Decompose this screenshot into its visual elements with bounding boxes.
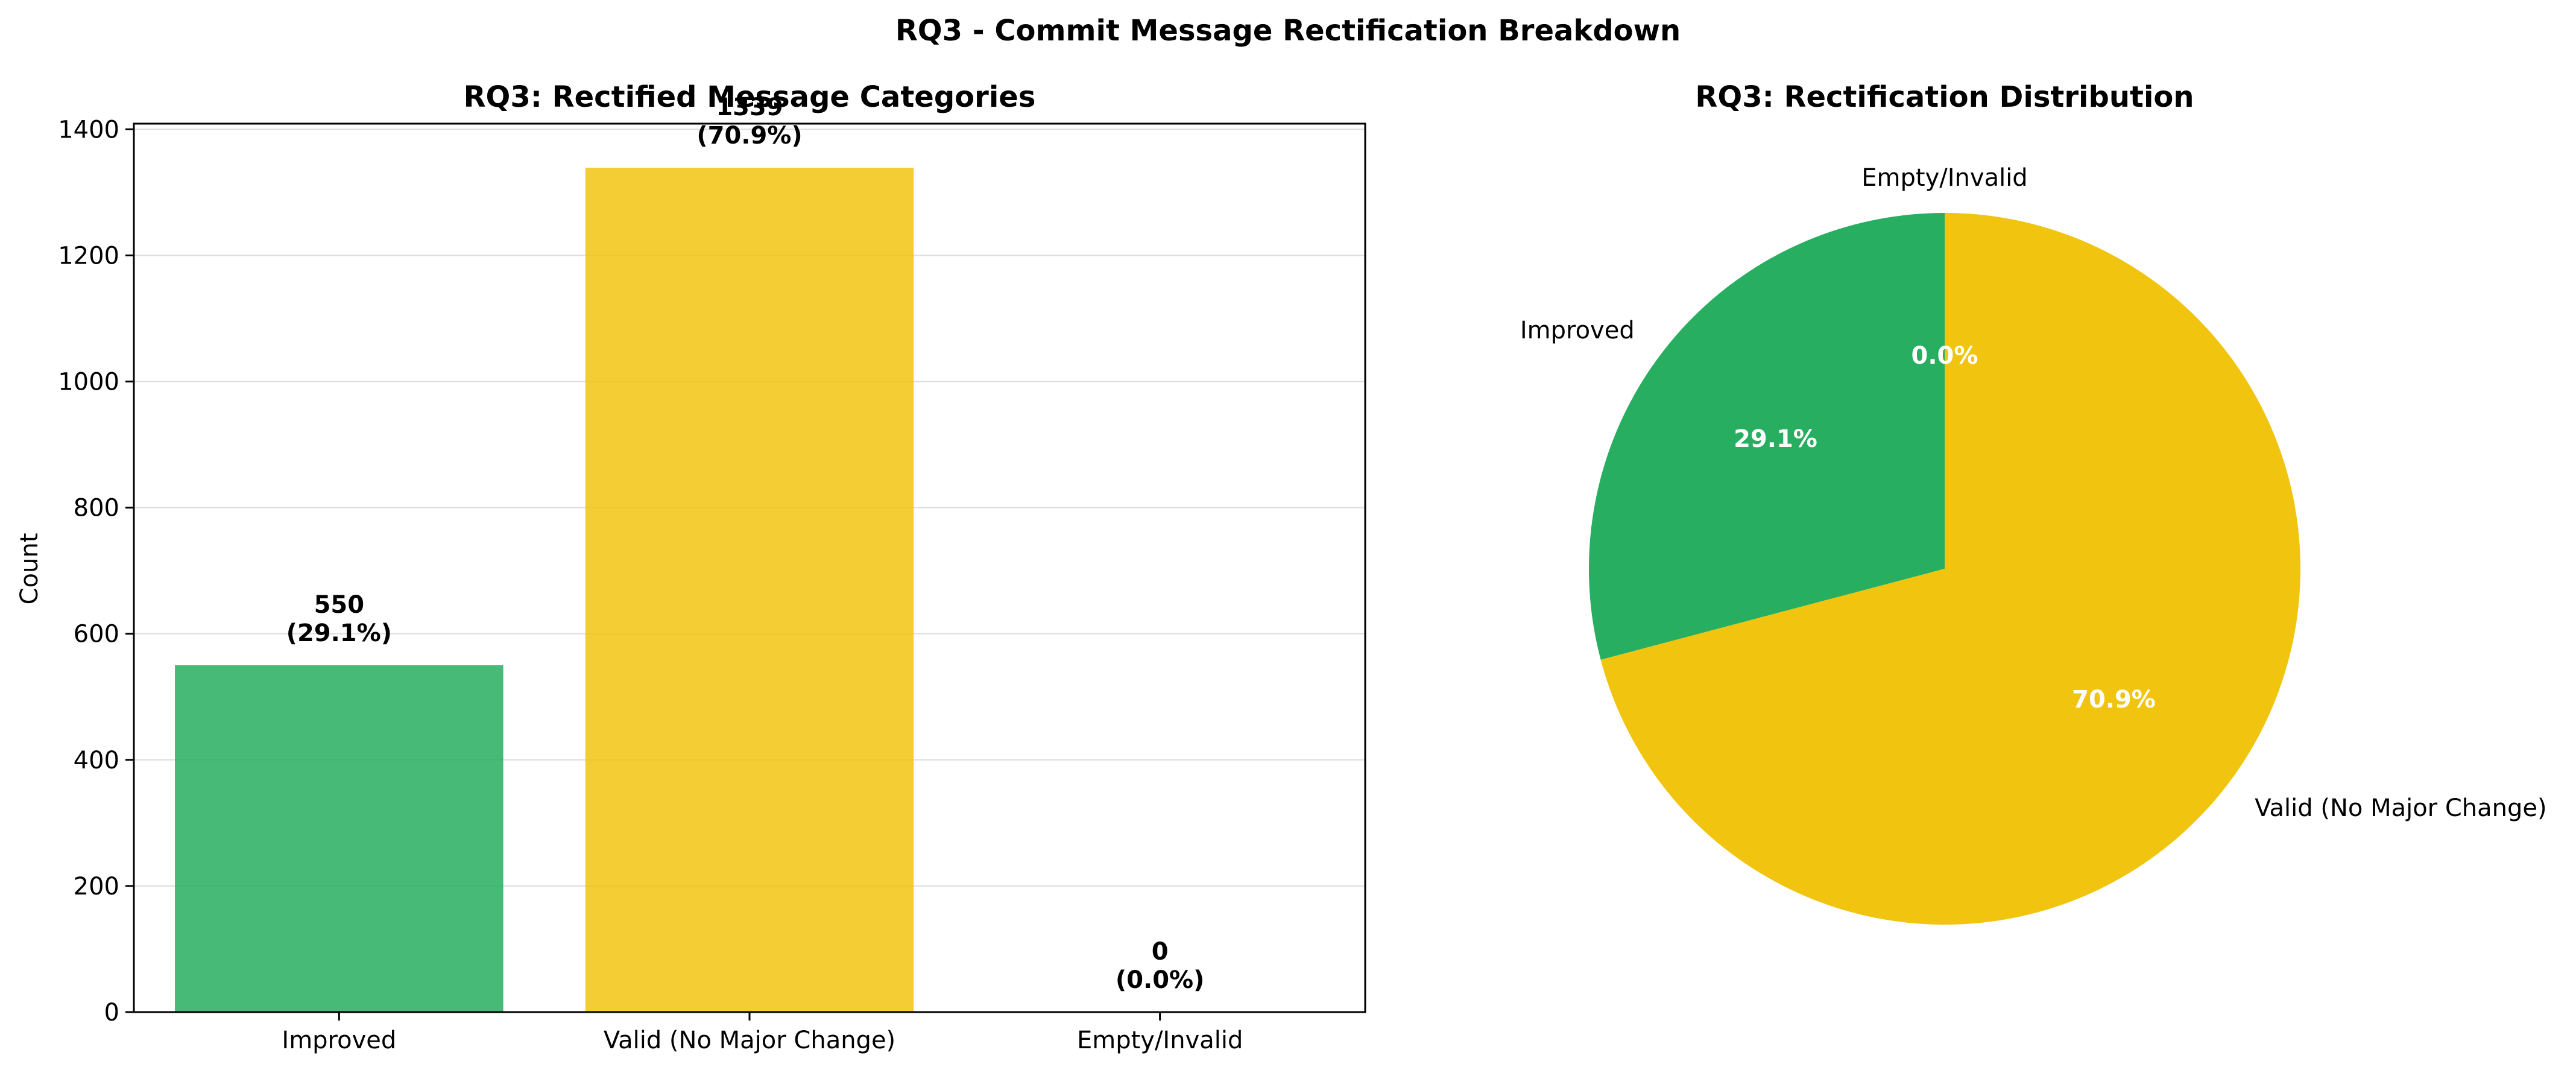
pie-label-improved: Improved — [1520, 317, 1635, 344]
x-tick-label: Improved — [282, 1027, 396, 1054]
pie-chart: RQ3: Rectification Distribution Improved… — [1520, 80, 2547, 925]
pie-wedge-valid-no-major-change — [1600, 213, 2301, 925]
bar-percent-label: (0.0%) — [1116, 966, 1205, 994]
x-tick-label: Valid (No Major Change) — [604, 1027, 895, 1054]
bar-value-label: 1339 — [716, 93, 783, 121]
y-tick-label: 1000 — [58, 369, 119, 396]
bar-y-axis-ticks: 0 200 400 600 800 1000 1200 1400 — [58, 116, 134, 1027]
bar-series — [175, 168, 914, 1012]
pie-chart-title: RQ3: Rectification Distribution — [1695, 80, 2194, 114]
pie-percent-improved: 29.1% — [1734, 425, 1817, 453]
pie-percent-labels: 29.1% 70.9% 0.0% — [1734, 342, 2156, 714]
y-tick-label: 200 — [74, 873, 119, 900]
pie-wedge-improved — [1589, 213, 1945, 660]
pie-percent-empty-invalid: 0.0% — [1911, 342, 1978, 370]
bar-y-axis-label: Count — [16, 533, 43, 605]
bar-chart-title: RQ3: Rectified Message Categories — [464, 80, 1036, 114]
x-tick-label: Empty/Invalid — [1077, 1027, 1243, 1054]
bar-value-label: 0 — [1152, 938, 1169, 966]
y-tick-label: 400 — [74, 747, 119, 774]
y-tick-label: 1200 — [58, 242, 119, 270]
pie-label-empty-invalid: Empty/Invalid — [1861, 164, 2027, 192]
pie-percent-valid-no-major-change: 70.9% — [2072, 686, 2156, 714]
bar-percent-label: (70.9%) — [696, 122, 802, 150]
y-tick-label: 0 — [104, 999, 119, 1027]
pie-label-valid-no-major-change: Valid (No Major Change) — [2255, 794, 2546, 822]
bar-chart: RQ3: Rectified Message Categories 550(29… — [16, 80, 1366, 1054]
y-tick-label: 600 — [74, 621, 119, 648]
y-tick-label: 800 — [74, 495, 119, 522]
pie-category-labels: Improved Valid (No Major Change) Empty/Inv… — [1520, 164, 2547, 822]
bar-valid-no-major-change — [585, 168, 914, 1012]
bar-value-label: 550 — [314, 591, 365, 619]
bar-improved — [175, 665, 504, 1012]
figure-title: RQ3 - Commit Message Rectification Break… — [895, 14, 1681, 48]
bar-x-axis-ticks: Improved Valid (No Major Change) Empty/Inv… — [282, 1012, 1243, 1054]
y-tick-label: 1400 — [58, 116, 119, 144]
bar-percent-label: (29.1%) — [286, 619, 392, 647]
pie-wedges — [1589, 213, 2301, 925]
bar-data-labels: 550(29.1%) 1339(70.9%) 0(0.0%) — [286, 93, 1205, 994]
